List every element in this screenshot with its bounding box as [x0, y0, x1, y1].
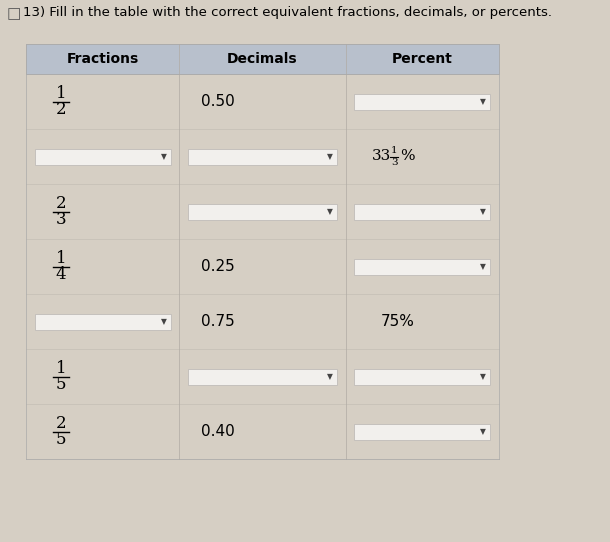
Bar: [188, 149, 337, 165]
Text: 0.40: 0.40: [201, 424, 235, 439]
Text: 5: 5: [56, 376, 66, 393]
Text: 0.50: 0.50: [201, 94, 235, 109]
Text: 3: 3: [56, 211, 66, 228]
Text: 2: 2: [56, 195, 66, 212]
Text: 75%: 75%: [381, 314, 414, 329]
Text: 1: 1: [56, 250, 66, 267]
Text: 2: 2: [56, 415, 66, 432]
Bar: [26, 44, 498, 74]
Text: ▼: ▼: [480, 262, 486, 271]
Bar: [35, 313, 171, 330]
Text: ▼: ▼: [480, 207, 486, 216]
Text: 0.25: 0.25: [201, 259, 235, 274]
Text: ▼: ▼: [160, 152, 167, 161]
Bar: [35, 149, 171, 165]
Text: 1: 1: [56, 360, 66, 377]
Text: ▼: ▼: [480, 427, 486, 436]
Text: ▼: ▼: [480, 372, 486, 381]
Text: ▼: ▼: [327, 372, 332, 381]
Text: 5: 5: [56, 431, 66, 448]
Text: 1: 1: [56, 85, 66, 102]
Text: 33: 33: [371, 150, 391, 164]
Text: ▼: ▼: [327, 207, 332, 216]
Bar: [354, 94, 490, 109]
Text: 13) Fill in the table with the correct equivalent fractions, decimals, or percen: 13) Fill in the table with the correct e…: [23, 6, 551, 19]
Text: 1: 1: [391, 146, 398, 155]
Text: Percent: Percent: [392, 52, 453, 66]
Bar: [354, 369, 490, 384]
Bar: [188, 203, 337, 220]
Text: ▼: ▼: [160, 317, 167, 326]
Text: 0.75: 0.75: [201, 314, 235, 329]
Bar: [354, 423, 490, 440]
Text: □: □: [7, 6, 21, 21]
Text: %: %: [400, 150, 414, 164]
Text: ▼: ▼: [327, 152, 332, 161]
Text: 3: 3: [391, 158, 398, 167]
Bar: [354, 203, 490, 220]
Text: 4: 4: [56, 266, 66, 283]
Text: Decimals: Decimals: [227, 52, 298, 66]
Bar: [354, 259, 490, 274]
Bar: [188, 369, 337, 384]
Text: 2: 2: [56, 101, 66, 118]
Text: ▼: ▼: [480, 97, 486, 106]
Text: Fractions: Fractions: [66, 52, 139, 66]
